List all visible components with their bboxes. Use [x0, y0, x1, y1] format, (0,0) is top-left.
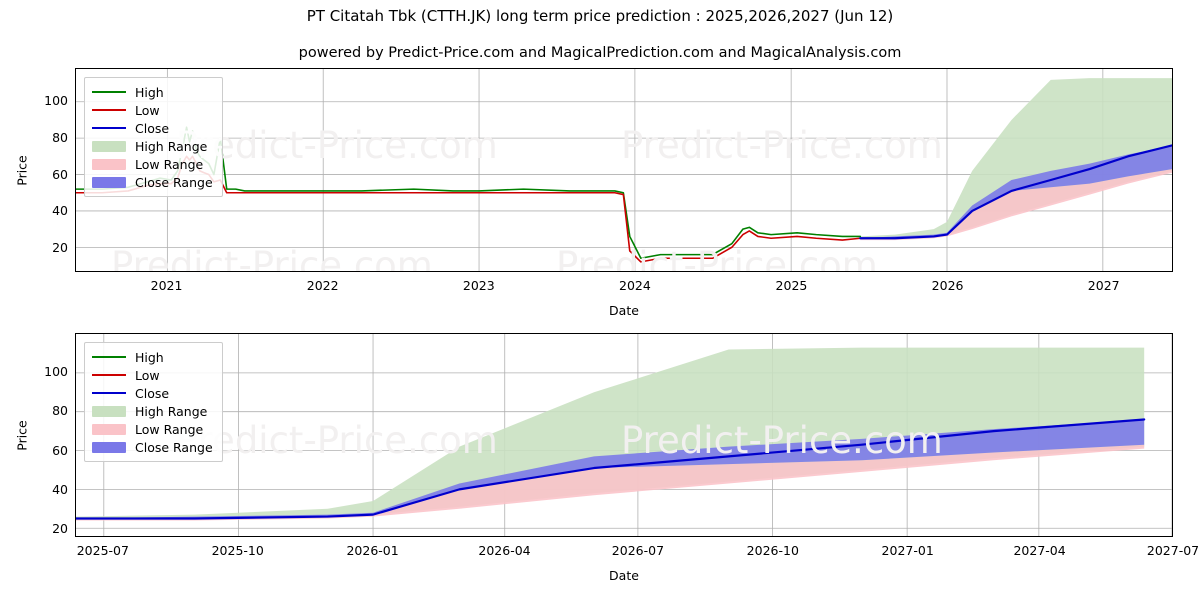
legend-item-low: Low [92, 101, 213, 119]
x-tick-label: 2023 [463, 278, 495, 293]
legend-swatch-patch-icon [92, 424, 126, 435]
legend-item-label: High Range [135, 404, 207, 419]
legend-item-close: Close [92, 119, 213, 137]
x-tick-label: 2027 [1088, 278, 1120, 293]
legend-item-label: High [135, 350, 164, 365]
y-tick-label: 100 [22, 364, 68, 379]
x-tick-label: 2026 [932, 278, 964, 293]
y-tick-label: 80 [22, 403, 68, 418]
legend-swatch-line-icon [92, 122, 126, 134]
x-tick-label: 2024 [619, 278, 651, 293]
legend-swatch-line-icon [92, 351, 126, 363]
legend-swatch-line-icon [92, 387, 126, 399]
legend-swatch-patch-icon [92, 442, 126, 453]
y-tick-label: 60 [22, 167, 68, 182]
page-title: PT Citatah Tbk (CTTH.JK) long term price… [0, 7, 1200, 25]
chart-canvas-top [76, 69, 1172, 271]
legend-item-high-range: High Range [92, 137, 213, 155]
legend-swatch-line-icon [92, 104, 126, 116]
x-tick-label: 2026-07 [612, 543, 664, 558]
x-tick-label: 2025 [776, 278, 808, 293]
y-tick-label: 60 [22, 443, 68, 458]
legend-item-close: Close [92, 384, 213, 402]
legend-item-high-range: High Range [92, 402, 213, 420]
y-tick-label: 20 [22, 521, 68, 536]
legend-item-label: High Range [135, 139, 207, 154]
legend-swatch-patch-icon [92, 141, 126, 152]
chart-canvas-bottom [76, 334, 1172, 536]
legend-swatch-patch-icon [92, 159, 126, 170]
x-tick-label: 2021 [151, 278, 183, 293]
chart-legend-top: High Low Close High Range Low Range Close Ran… [84, 77, 223, 197]
page-subtitle: powered by Predict-Price.com and Magical… [0, 45, 1200, 61]
x-tick-label: 2027-01 [882, 543, 934, 558]
legend-item-low: Low [92, 366, 213, 384]
legend-item-label: Low [135, 103, 160, 118]
legend-item-low-range: Low Range [92, 420, 213, 438]
x-axis-label-bottom: Date [75, 568, 1173, 583]
x-axis-label-top: Date [75, 303, 1173, 318]
chart-plot-area-top[interactable]: Predict-Price.com Predict-Price.com Pred… [75, 68, 1173, 272]
x-tick-label: 2027-04 [1013, 543, 1065, 558]
x-tick-label: 2027-07 [1147, 543, 1199, 558]
legend-item-close-range: Close Range [92, 173, 213, 191]
x-tick-label: 2025-10 [212, 543, 264, 558]
figure: PT Citatah Tbk (CTTH.JK) long term price… [0, 0, 1200, 600]
legend-item-label: Close Range [135, 175, 213, 190]
x-tick-label: 2022 [307, 278, 339, 293]
legend-item-high: High [92, 348, 213, 366]
legend-item-high: High [92, 83, 213, 101]
y-tick-label: 80 [22, 130, 68, 145]
x-tick-label: 2026-04 [478, 543, 530, 558]
legend-swatch-line-icon [92, 86, 126, 98]
legend-item-label: Close Range [135, 440, 213, 455]
x-tick-label: 2025-07 [77, 543, 129, 558]
y-tick-label: 40 [22, 482, 68, 497]
legend-item-label: Close [135, 386, 169, 401]
y-tick-label: 100 [22, 93, 68, 108]
y-tick-label: 40 [22, 203, 68, 218]
legend-item-label: Low Range [135, 422, 203, 437]
legend-item-label: Close [135, 121, 169, 136]
legend-item-label: Low Range [135, 157, 203, 172]
legend-item-low-range: Low Range [92, 155, 213, 173]
chart-plot-area-bottom[interactable]: Predict-Price.com Predict-Price.com High… [75, 333, 1173, 537]
legend-swatch-patch-icon [92, 406, 126, 417]
x-tick-label: 2026-10 [747, 543, 799, 558]
x-tick-label: 2026-01 [346, 543, 398, 558]
legend-swatch-patch-icon [92, 177, 126, 188]
legend-item-close-range: Close Range [92, 438, 213, 456]
legend-swatch-line-icon [92, 369, 126, 381]
y-tick-label: 20 [22, 240, 68, 255]
chart-legend-bottom: High Low Close High Range Low Range Close Ran… [84, 342, 223, 462]
legend-item-label: Low [135, 368, 160, 383]
legend-item-label: High [135, 85, 164, 100]
